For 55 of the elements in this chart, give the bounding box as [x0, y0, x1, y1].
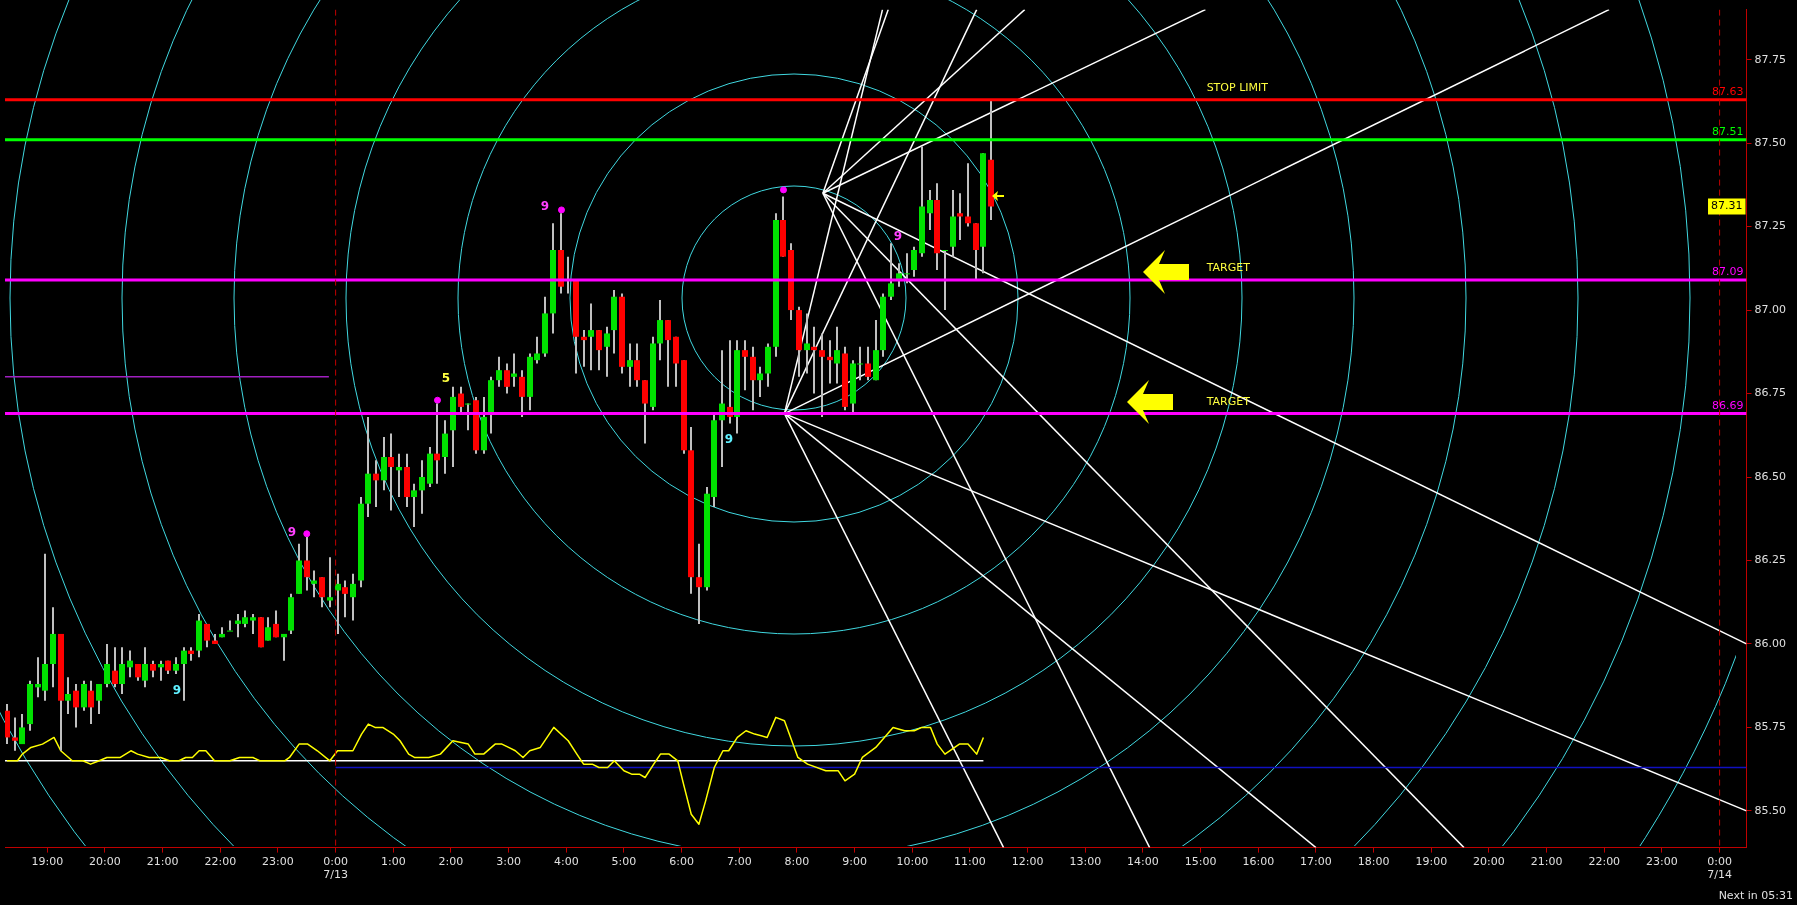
annotation: 87.51 — [1712, 125, 1744, 139]
annotation: 87.63 — [1712, 85, 1744, 99]
x-tick-label: 0:00 7/14 — [1707, 855, 1732, 882]
annotation: 9 — [287, 525, 297, 540]
x-tick-label: 8:00 — [784, 855, 810, 869]
ref-line-label: STOP LIMIT — [1206, 81, 1269, 95]
annotation: 9 — [172, 683, 182, 698]
x-tick-label: 20:00 — [1473, 855, 1505, 869]
annotation: 9 — [724, 432, 734, 447]
y-tick-label: 86.25 — [1754, 553, 1787, 567]
annotation: 9 — [893, 229, 903, 244]
x-tick-label: 19:00 — [1415, 855, 1448, 869]
x-tick-label: 7:00 — [726, 855, 752, 869]
y-tick-label: 87.25 — [1754, 219, 1787, 233]
x-tick-label: 23:00 — [262, 855, 294, 869]
text: Next in 05:31 — [1718, 889, 1793, 903]
x-tick-label: 1:00 — [380, 855, 406, 869]
y-tick-label: 86.00 — [1754, 636, 1787, 650]
y-tick-label: 87.50 — [1754, 136, 1787, 150]
x-tick-label: 10:00 — [896, 855, 929, 869]
x-tick-label: 19:00 — [31, 855, 64, 869]
x-tick-label: 9:00 — [842, 855, 867, 869]
y-tick-label: 86.50 — [1754, 469, 1787, 483]
annotation: 5 — [441, 371, 451, 386]
y-tick-label: 85.50 — [1754, 803, 1787, 817]
x-tick-label: 20:00 — [89, 855, 121, 869]
x-tick-label: 21:00 — [1530, 855, 1563, 869]
ref-line-label: TARGET — [1205, 261, 1251, 275]
x-tick-label: 2:00 — [438, 855, 464, 869]
x-tick-label: 18:00 — [1357, 855, 1390, 869]
x-tick-label: 14:00 — [1127, 855, 1159, 869]
x-tick-label: 21:00 — [146, 855, 179, 869]
x-tick-label: 15:00 — [1184, 855, 1217, 869]
x-tick-label: 5:00 — [611, 855, 637, 869]
y-tick-label: 87.00 — [1754, 302, 1787, 316]
x-tick-label: 6:00 — [669, 855, 694, 869]
y-tick-label: 87.75 — [1754, 52, 1787, 66]
x-tick-label: 3:00 — [496, 855, 521, 869]
ref-line-label: TARGET — [1205, 394, 1251, 408]
x-tick-label: 0:00 7/13 — [323, 855, 348, 882]
annotation: 86.69 — [1712, 398, 1744, 412]
x-tick-label: 22:00 — [1588, 855, 1621, 869]
y-tick-label: 86.75 — [1754, 386, 1787, 400]
x-tick-label: 16:00 — [1242, 855, 1275, 869]
y-tick-label: 85.75 — [1754, 720, 1787, 734]
annotation: 9 — [540, 199, 550, 214]
annotation: 87.09 — [1712, 265, 1744, 279]
x-tick-label: 13:00 — [1069, 855, 1102, 869]
annotation: 87.31 — [1711, 199, 1743, 213]
x-tick-label: 11:00 — [954, 855, 986, 869]
x-tick-label: 17:00 — [1300, 855, 1332, 869]
x-tick-label: 23:00 — [1646, 855, 1678, 869]
x-tick-label: 22:00 — [204, 855, 237, 869]
x-tick-label: 12:00 — [1011, 855, 1044, 869]
x-tick-label: 4:00 — [553, 855, 579, 869]
